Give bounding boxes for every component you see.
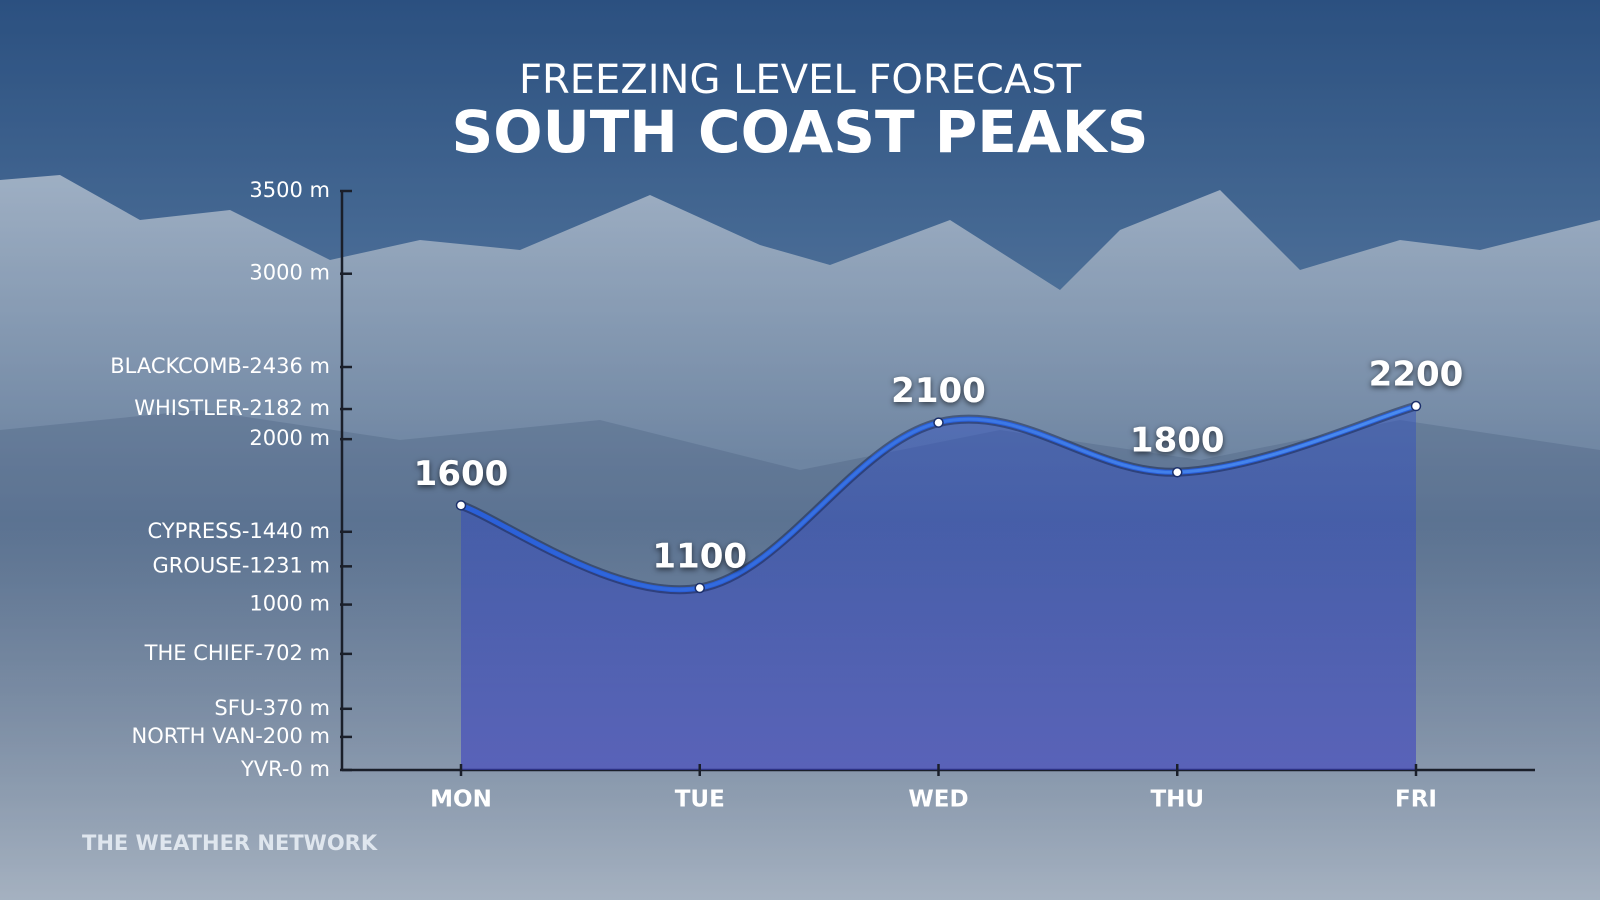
y-tick-label: 3500 m <box>249 178 330 202</box>
y-tick-label: SFU-370 m <box>214 696 330 720</box>
area <box>461 406 1416 770</box>
point <box>455 500 467 511</box>
y-tick-label: 1000 m <box>249 592 330 616</box>
y-tick-label: WHISTLER-2182 m <box>134 396 330 420</box>
y-tick-label: NORTH VAN-200 m <box>132 724 331 748</box>
point <box>1172 466 1183 478</box>
data-label: 1600 <box>414 454 509 494</box>
point <box>933 417 944 428</box>
plot-area: YVR-0 m NORTH VAN-200 m SFU-370 m THE CHIEF… <box>110 178 1535 813</box>
point <box>694 582 705 594</box>
data-label: 1100 <box>652 537 747 577</box>
data-label: 1800 <box>1130 421 1225 461</box>
x-tick-label: FRI <box>1395 787 1437 813</box>
y-tick-label: THE CHIEF-702 m <box>144 641 330 665</box>
y-tick-label: YVR-0 m <box>240 757 330 781</box>
y-tick-label: CYPRESS-1440 m <box>148 519 330 543</box>
y-tick-label: GROUSE-1231 m <box>152 553 330 577</box>
point <box>1410 400 1422 412</box>
source: THE WEATHER NETWORK <box>82 831 378 855</box>
y-tick-label: 3000 m <box>249 261 330 285</box>
x-tick-label: WED <box>908 787 968 813</box>
data-label: 2100 <box>891 371 986 411</box>
chart-title: FREEZING LEVEL FORECAST <box>519 57 1082 103</box>
chart-subtitle: SOUTH COAST PEAKS <box>452 98 1149 166</box>
y-tick-label: BLACKCOMB-2436 m <box>110 354 330 378</box>
x-tick-label: MON <box>430 787 492 813</box>
x-tick-label: THU <box>1150 787 1204 813</box>
data-label: 2200 <box>1369 355 1464 395</box>
y-tick-label: 2000 m <box>249 426 330 450</box>
x-tick-label: TUE <box>675 787 725 813</box>
